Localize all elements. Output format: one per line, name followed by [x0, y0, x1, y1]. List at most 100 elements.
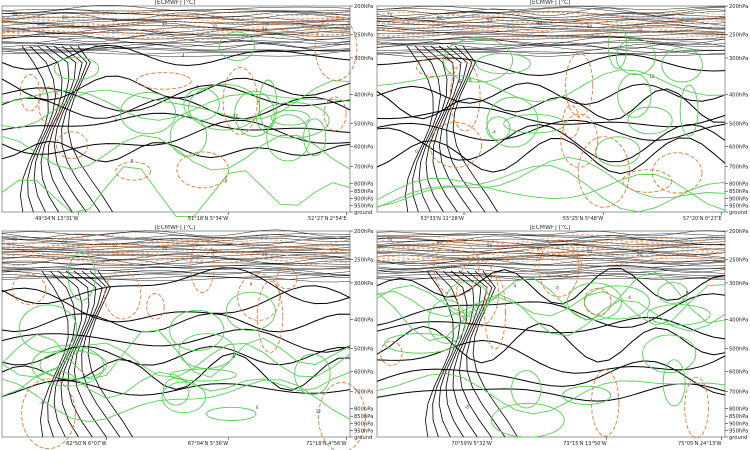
isotherm-line [1, 11, 351, 18]
vertical-motion-contour [275, 268, 298, 290]
isotherm-line [376, 13, 726, 21]
contour-label: -4 [492, 130, 496, 135]
isotherm-line [53, 45, 87, 213]
humidity-contour [376, 373, 726, 415]
humidity-contour [18, 304, 78, 353]
humidity-contour [661, 47, 703, 83]
isotherm-line [47, 270, 76, 438]
y-tick-label: 950hPa [354, 428, 373, 434]
contour-label: 0 [115, 118, 118, 123]
vertical-motion-contour [21, 378, 76, 450]
vertical-motion-contour [19, 74, 41, 112]
contour-label: 50 [112, 243, 118, 248]
contour-label: 20 [262, 27, 268, 32]
contour-label: 4 [514, 284, 517, 289]
isotherm-line [376, 37, 725, 41]
isotherm-line [1, 18, 351, 24]
isotherm-line [376, 322, 726, 364]
contour-label: 30 [212, 249, 218, 254]
vertical-motion-contour [146, 293, 165, 320]
vertical-motion-contour [376, 17, 726, 26]
humidity-contour [178, 333, 236, 369]
contour-label: 0 [415, 149, 418, 154]
y-tick-label: 250hPa [729, 33, 748, 39]
humidity-contour [486, 116, 511, 141]
isotherm-line [61, 45, 101, 213]
x-tick-label: 67°04'N 5°36'W [188, 441, 228, 447]
vertical-motion-contour [1, 251, 351, 262]
isotherm-line [1, 48, 351, 54]
contour-label: 40 [162, 246, 168, 251]
isotherm-line [376, 23, 726, 29]
isotherm-line [376, 249, 726, 256]
cross-section-panel-3: [ECMWF] [°C] -8 -4 0 4 8 12 70 60 50 40 30 20 200hPa… [0, 225, 375, 450]
vertical-motion-contour [256, 280, 284, 354]
y-tick-label: 600hPa [729, 370, 748, 376]
panel-title: [ECMWF] [°C] [154, 0, 196, 6]
vertical-motion-contour [115, 161, 152, 181]
isotherm-line [376, 254, 726, 260]
isotherm-line [1, 31, 351, 40]
contour-label: -8 [223, 179, 227, 184]
contour-label: -8 [465, 404, 469, 409]
x-tick-label: 73°15'N 13°50'W [563, 441, 607, 447]
vertical-motion-contour [1, 242, 351, 251]
humidity-contour [566, 282, 623, 321]
isotherm-line [1, 31, 351, 37]
humidity-contour [511, 370, 542, 409]
y-tick-label: ground [354, 435, 372, 441]
plot-frame [376, 5, 726, 213]
isotherm-line [39, 270, 69, 438]
y-tick-label: 950hPa [354, 203, 373, 209]
isotherm-line [376, 267, 726, 275]
isotherm-line [1, 236, 351, 241]
y-tick-label: 700hPa [354, 164, 373, 170]
isotherm-line [452, 270, 482, 438]
y-tick-label: 200hPa [729, 229, 748, 235]
isotherm-line [1, 276, 351, 283]
isotherm-line [1, 42, 351, 52]
isotherm-line [376, 41, 726, 47]
contour-label: -8 [457, 79, 461, 84]
isotherm-line [1, 267, 351, 274]
vertical-motion-contour [433, 239, 480, 297]
isotherm-line [1, 34, 351, 43]
vertical-motion-contour [1, 21, 351, 31]
humidity-contour [642, 334, 697, 374]
vertical-motion-contour [684, 376, 709, 439]
contour-label: 50 [487, 243, 493, 248]
isotherm-line [73, 270, 107, 438]
y-tick-label: 700hPa [729, 164, 748, 170]
contour-label: -8 [231, 354, 235, 359]
contour-label: 8 [131, 158, 134, 163]
vertical-motion-contour [376, 254, 726, 264]
y-tick-label: 200hPa [354, 4, 373, 10]
isotherm-line [376, 40, 726, 45]
isotherm-line [67, 45, 113, 213]
contour-label: 4 [446, 55, 449, 60]
vertical-motion-contour [376, 11, 726, 21]
cross-section-plot: -8 -4 0 4 8 12 70 60 50 40 30 20 200hPa 250hPa 300hPa 4… [376, 229, 748, 447]
vertical-motion-contour [135, 72, 192, 90]
x-tick-label: 71°18'N 4°56'W [306, 441, 346, 447]
cross-section-panel-4: [ECMWF] [°C] -8 -4 0 4 8 12 70 60 50 40 30 20 200hPa… [375, 225, 750, 450]
isotherm-line [376, 49, 726, 55]
isotherm-line [376, 339, 726, 374]
humidity-contour [376, 271, 726, 324]
y-tick-label: 900hPa [729, 197, 748, 203]
contour-label: 12 [233, 114, 239, 119]
isotherm-line [376, 252, 726, 260]
cross-section-plot: -8 -4 0 4 8 12 70 60 50 40 30 20 200hPa 250hPa 300hPa 4… [1, 4, 373, 222]
humidity-contour [646, 304, 711, 326]
vertical-motion-contour [376, 251, 726, 261]
isotherm-line [376, 316, 726, 340]
isotherm-line [376, 233, 726, 237]
vertical-motion-contour [1, 11, 350, 20]
vertical-motion-contour [376, 239, 726, 249]
isotherm-line [1, 256, 351, 265]
isotherm-line [376, 267, 726, 305]
contour-label: 30 [587, 249, 593, 254]
x-tick-label: 52°27'N 2°54'E [308, 216, 347, 222]
humidity-contour [376, 174, 726, 211]
contour-label: 40 [537, 246, 543, 251]
